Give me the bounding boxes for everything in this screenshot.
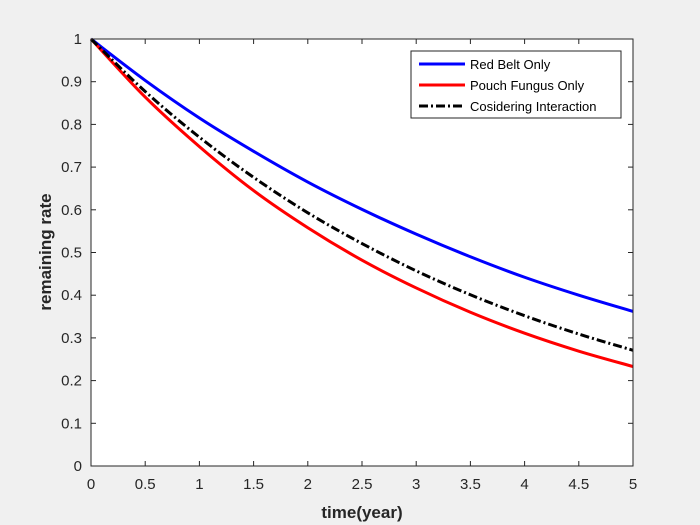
- x-tick-label: 5: [629, 476, 637, 493]
- y-axis-title: remaining rate: [36, 193, 55, 310]
- ticks-layer: 0 0.5 1 1.5 2 2.5 3 3.5 4 4.5 5 0 0.1 0.2 0.3 0.4 0.5 0.6…: [61, 31, 637, 493]
- y-tick-label: 0.7: [61, 159, 82, 176]
- y-tick-label: 0.2: [61, 373, 82, 390]
- y-tick-label: 0.5: [61, 245, 82, 262]
- legend: Red Belt Only Pouch Fungus Only Cosidering…: [410, 50, 622, 119]
- y-tick-label: 0.9: [61, 74, 82, 91]
- legend-label: Cosidering Interaction: [470, 99, 596, 114]
- legend-label: Pouch Fungus Only: [470, 78, 585, 93]
- x-tick-label: 1.5: [243, 476, 264, 493]
- series-layer: [89, 37, 634, 368]
- x-tick-label: 4: [520, 476, 528, 493]
- y-tick-label: 0.3: [61, 330, 82, 347]
- x-tick-label: 2: [304, 476, 312, 493]
- x-axis-title: time(year): [321, 503, 402, 522]
- y-tick-label: 0.6: [61, 202, 82, 219]
- x-tick-label: 0: [87, 476, 95, 493]
- y-tick-label: 1: [74, 31, 82, 48]
- x-tick-label: 0.5: [135, 476, 156, 493]
- y-tick-label: 0: [74, 458, 82, 475]
- series-line-3: [89, 37, 634, 352]
- y-tick-label: 0.4: [61, 287, 82, 304]
- x-tick-label: 3.5: [460, 476, 481, 493]
- series-line-2: [89, 37, 634, 368]
- y-tick-label: 0.8: [61, 116, 82, 133]
- x-tick-label: 1: [195, 476, 203, 493]
- legend-label: Red Belt Only: [470, 57, 551, 72]
- y-tick-label: 0.1: [61, 415, 82, 432]
- x-tick-label: 3: [412, 476, 420, 493]
- series-line-1: [90, 37, 634, 313]
- x-tick-label: 2.5: [352, 476, 373, 493]
- x-tick-label: 4.5: [568, 476, 589, 493]
